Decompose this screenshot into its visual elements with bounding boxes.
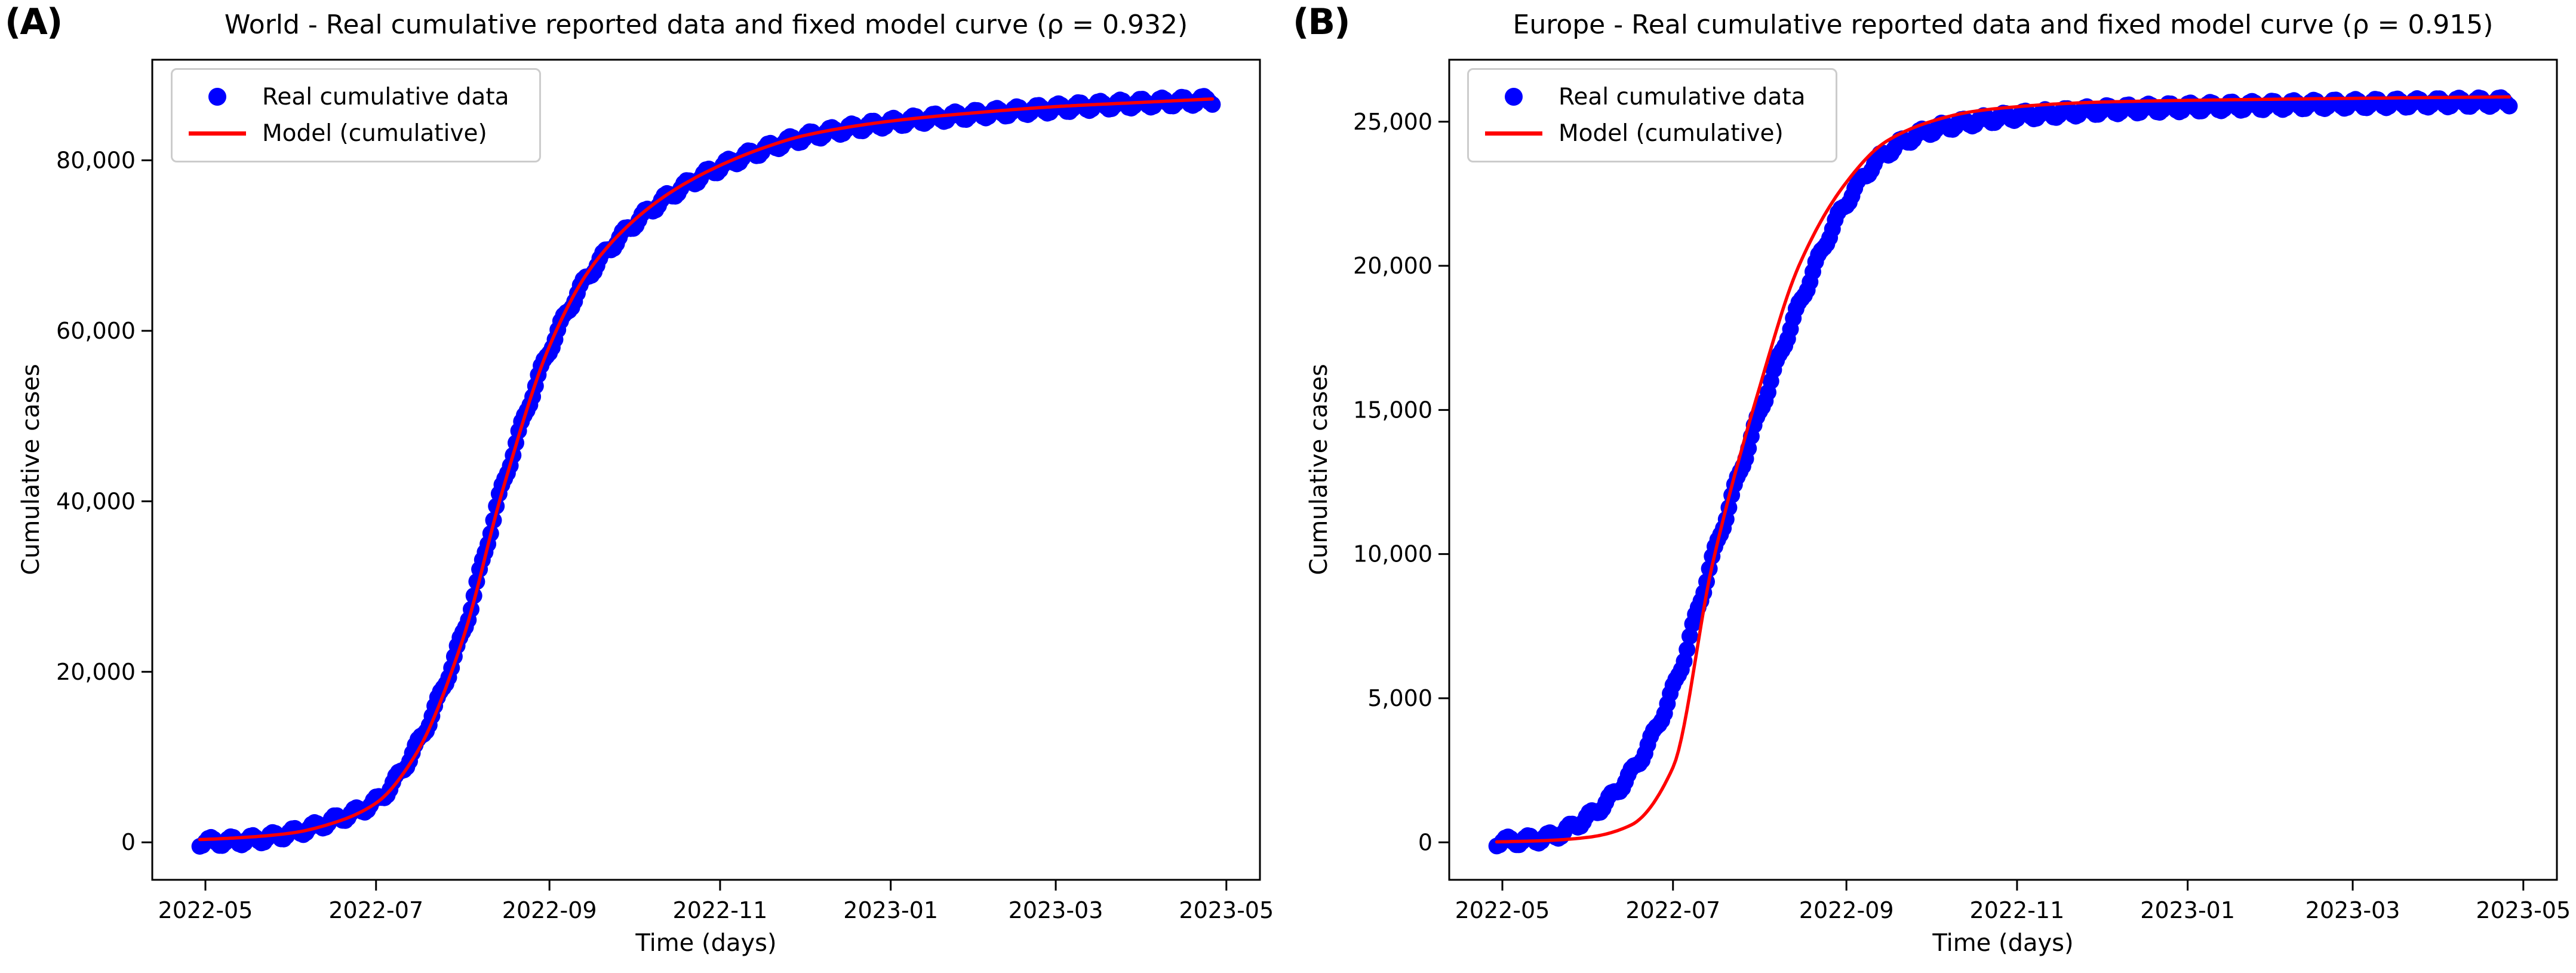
panel-b-legend: Real cumulative data Model (cumulative) [1467, 68, 1837, 162]
panel-a-letter: (A) [5, 1, 63, 43]
panel-a-plot: 2022-05 2022-07 2022-09 2022-11 2023-01 2023-… [56, 59, 1274, 923]
y-tick-label: 0 [121, 829, 136, 855]
x-tick-label: 2023-05 [2476, 897, 2571, 923]
panel-a: (A) World - Real cumulative reported dat… [5, 1, 1274, 957]
y-tick-label: 25,000 [1353, 109, 1433, 135]
y-tick-label: 10,000 [1353, 541, 1433, 567]
plot-spines [151, 59, 1261, 881]
x-tick-label: 2022-11 [1970, 897, 2065, 923]
axis-ticks [142, 159, 1228, 891]
y-tick-label: 20,000 [56, 659, 136, 685]
panel-b-ylabel: Cumulative cases [1305, 364, 1333, 575]
legend-entry-real-data: Real cumulative data [173, 84, 539, 111]
real-data-dots [191, 88, 1221, 855]
blue-dot-marker-icon [1505, 88, 1523, 106]
x-tick-label: 2023-03 [2306, 897, 2400, 923]
y-tick-label: 5,000 [1367, 685, 1433, 711]
x-tick-label: 2022-05 [1455, 897, 1550, 923]
x-tick-label: 2022-11 [673, 897, 768, 923]
blue-dot-marker-icon [208, 88, 226, 106]
plot-spines [1448, 59, 2558, 881]
y-tick-label: 40,000 [56, 488, 136, 514]
legend-entry-model: Model (cumulative) [173, 120, 539, 147]
x-tick-label: 2022-09 [502, 897, 597, 923]
panel-b: (B) Europe - Real cumulative reported da… [1288, 0, 2576, 973]
legend-label-model: Model (cumulative) [262, 120, 487, 148]
legend-entry-real-data: Real cumulative data [1469, 84, 1836, 111]
panel-a-title: World - Real cumulative reported data an… [224, 10, 1188, 40]
axis-tick-labels: 2022-05 2022-07 2022-09 2022-11 2023-01 2023-… [1353, 109, 2571, 923]
x-tick-label: 2022-07 [328, 897, 423, 923]
axis-ticks [1438, 121, 2525, 891]
panel-a-ylabel: Cumulative cases [17, 364, 45, 575]
axis-tick-labels: 2022-05 2022-07 2022-09 2022-11 2023-01 2023-… [56, 147, 1274, 923]
panel-a-xlabel: Time (days) [635, 929, 777, 957]
red-line-marker-icon [1485, 131, 1542, 136]
y-tick-label: 80,000 [56, 147, 136, 173]
legend-label-real-data: Real cumulative data [1558, 83, 1806, 111]
panel-a-legend: Real cumulative data Model (cumulative) [171, 68, 541, 162]
y-tick-label: 15,000 [1353, 397, 1433, 423]
panel-b-xlabel: Time (days) [1932, 929, 2074, 957]
x-tick-label: 2023-01 [843, 897, 938, 923]
red-line-marker-icon [189, 131, 246, 136]
legend-entry-model: Model (cumulative) [1469, 120, 1836, 147]
panel-b-plot: 2022-05 2022-07 2022-09 2022-11 2023-01 2023-… [1353, 59, 2571, 923]
legend-label-model: Model (cumulative) [1558, 120, 1784, 148]
y-tick-label: 60,000 [56, 318, 136, 344]
x-tick-label: 2023-05 [1179, 897, 1274, 923]
y-tick-label: 20,000 [1353, 253, 1433, 279]
legend-label-real-data: Real cumulative data [262, 83, 509, 111]
x-tick-label: 2022-07 [1625, 897, 1720, 923]
x-tick-label: 2023-03 [1009, 897, 1103, 923]
y-tick-label: 0 [1418, 829, 1433, 855]
panel-b-letter: (B) [1293, 1, 1351, 43]
x-tick-label: 2022-05 [158, 897, 253, 923]
model-curve [198, 97, 1215, 842]
real-data-dots [1488, 89, 2518, 855]
x-tick-label: 2022-09 [1799, 897, 1894, 923]
model-curve [1495, 95, 2512, 844]
panel-b-title: Europe - Real cumulative reported data a… [1513, 10, 2494, 40]
x-tick-label: 2023-01 [2140, 897, 2235, 923]
